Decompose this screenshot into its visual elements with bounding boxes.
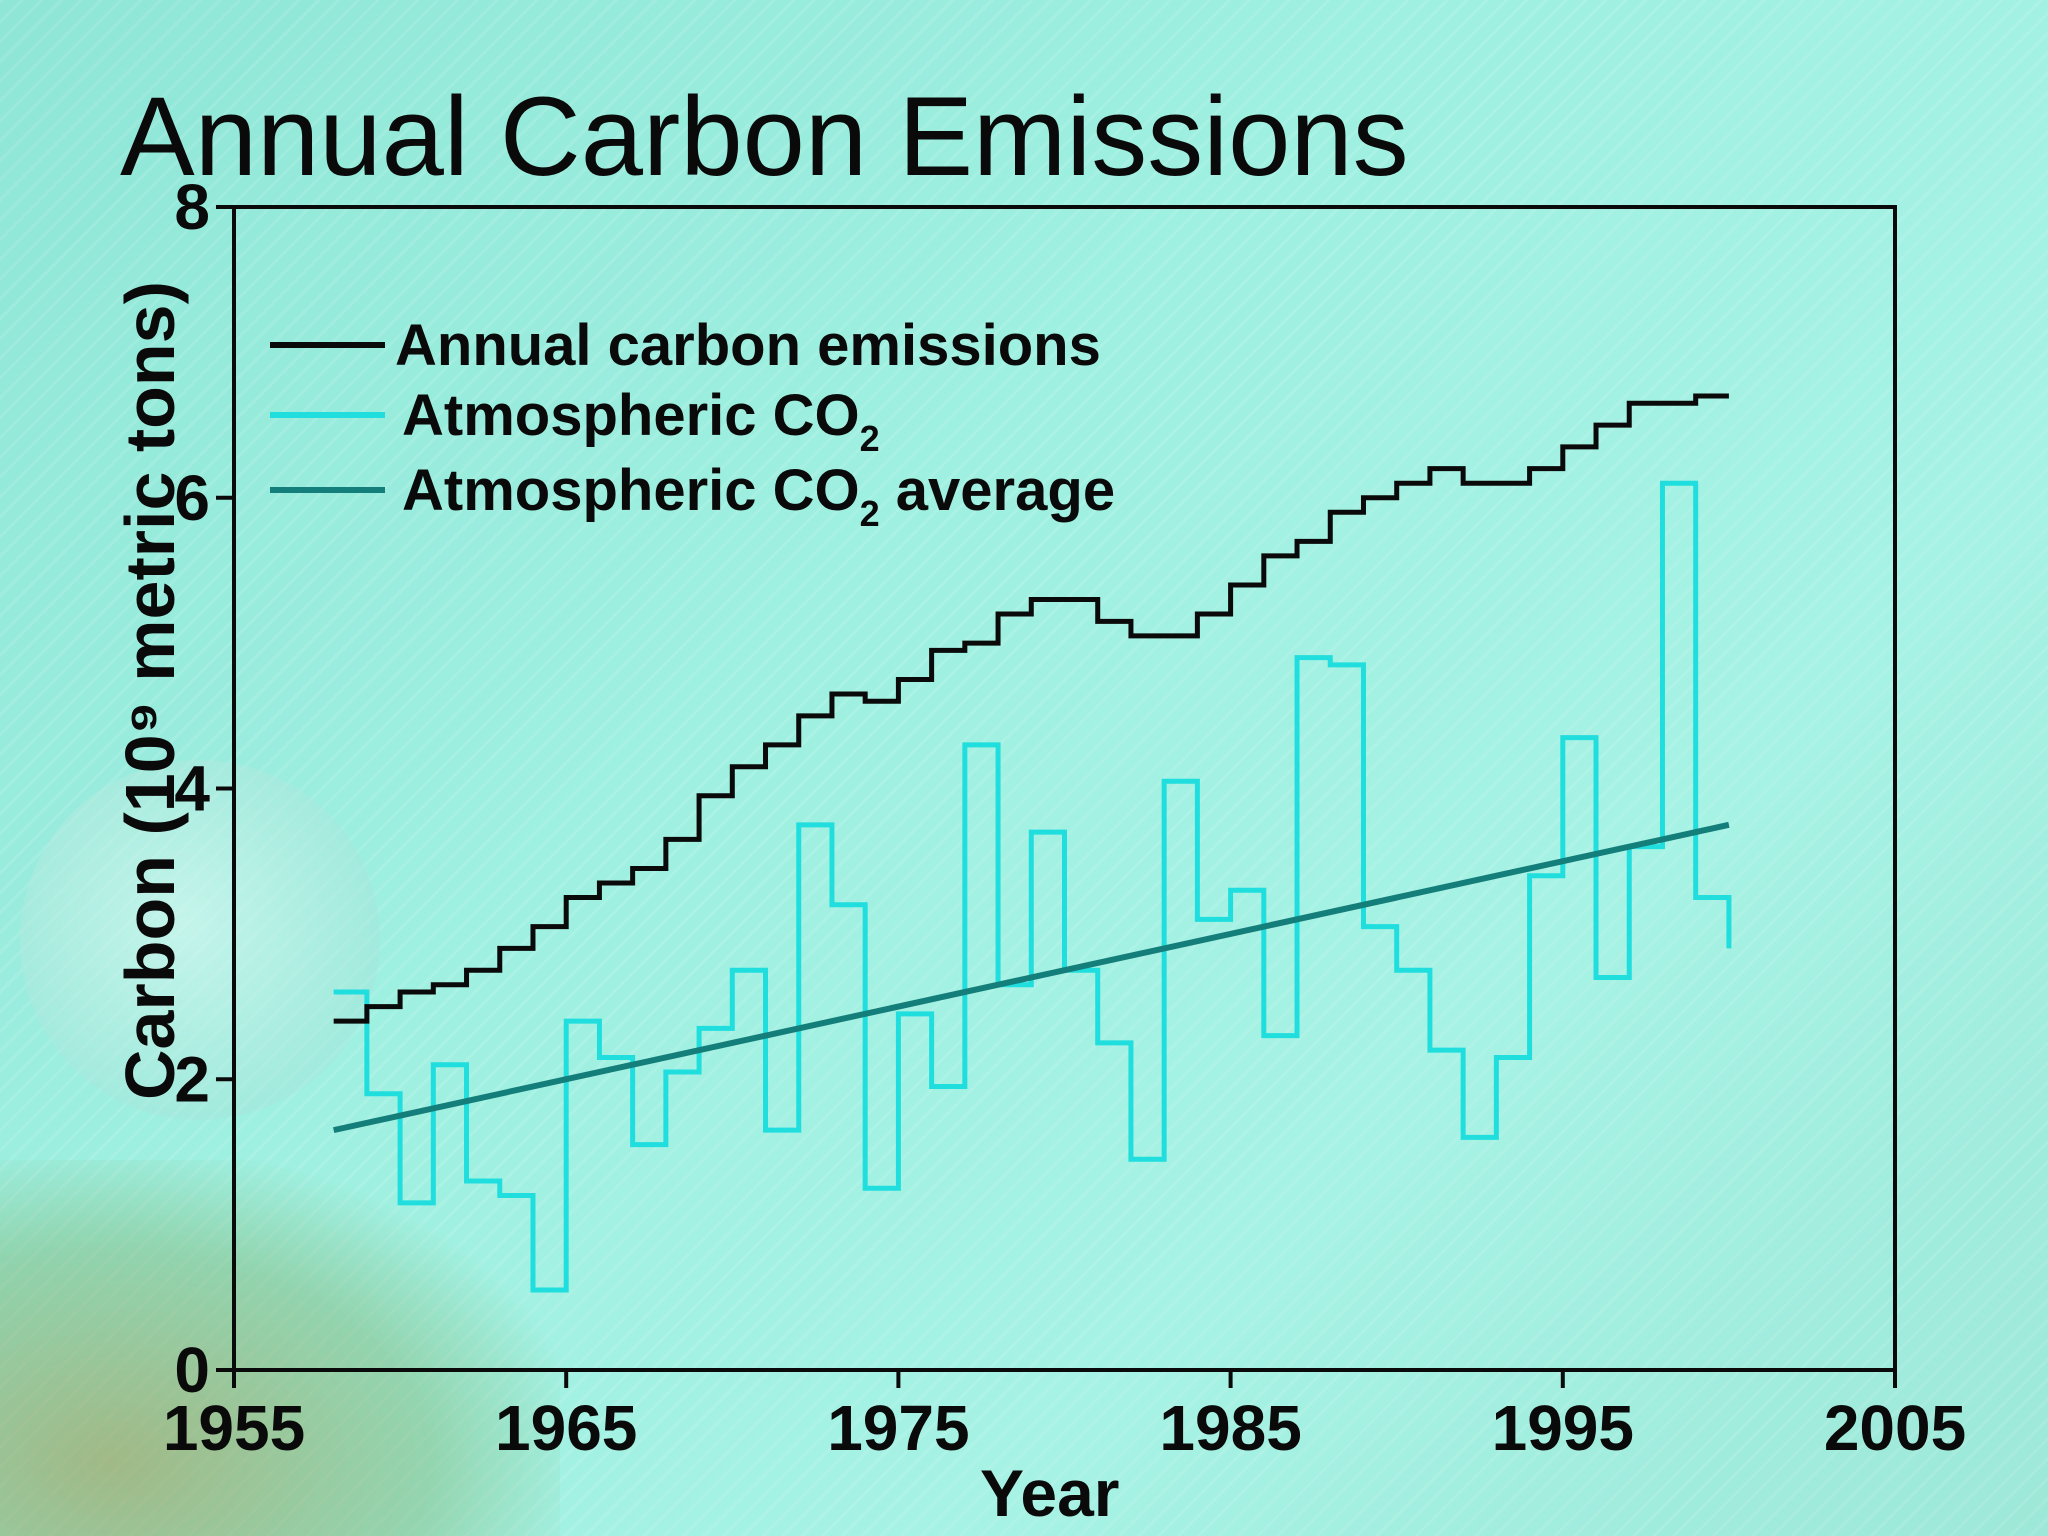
legend-label-1: Atmospheric CO2 (402, 383, 880, 459)
y-axis-label: Carbon (10⁹ metric tons) (111, 281, 189, 1100)
y-tick-label: 0 (174, 1334, 210, 1406)
x-tick-label: 2005 (1824, 1392, 1966, 1464)
x-tick-label: 1975 (827, 1392, 969, 1464)
x-tick-label: 1955 (163, 1392, 305, 1464)
y-tick-label: 2 (174, 1043, 210, 1115)
plot-frame (232, 205, 1897, 1372)
x-tick-label: 1995 (1492, 1392, 1634, 1464)
legend-label-2: Atmospheric CO2 average (402, 458, 1115, 534)
x-tick-label: 1985 (1159, 1392, 1301, 1464)
globe-decoration (20, 760, 380, 1120)
y-tick-label: 4 (174, 753, 210, 825)
series-line-2 (333, 821, 1730, 1134)
series-line-0 (333, 393, 1729, 1024)
y-tick-label: 8 (174, 171, 210, 243)
x-tick-label: 1965 (495, 1392, 637, 1464)
x-axis-label: Year (980, 1456, 1120, 1530)
landscape-decoration (0, 1160, 560, 1536)
series-layer (333, 393, 1732, 1293)
chart-title: Annual Carbon Emissions (120, 74, 1409, 199)
legend-label-0: Annual carbon emissions (395, 313, 1101, 378)
series-line-1 (333, 480, 1732, 1293)
axis-ticks: 1955 1965 1975 1985 1995 2005 0 2 4 6 8 (163, 171, 1966, 1464)
y-tick-label: 6 (174, 462, 210, 534)
